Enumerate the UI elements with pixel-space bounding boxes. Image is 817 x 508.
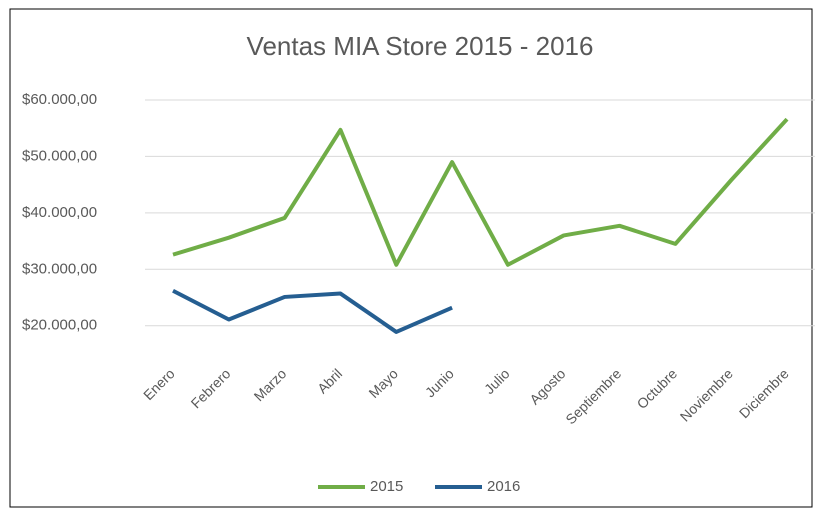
y-tick-label: $40.000,00: [22, 204, 97, 221]
chart-frame: [9, 8, 813, 508]
series-line: [172, 117, 789, 267]
y-tick-label: $50.000,00: [22, 147, 97, 164]
series-line: [172, 288, 453, 334]
legend-label: 2015: [370, 478, 403, 495]
chart-title: Ventas MIA Store 2015 - 2016: [247, 31, 594, 61]
legend-label: 2016: [487, 478, 520, 495]
y-tick-label: $30.000,00: [22, 260, 97, 277]
y-tick-label: $60.000,00: [22, 91, 97, 108]
y-tick-label: $20.000,00: [22, 317, 97, 334]
